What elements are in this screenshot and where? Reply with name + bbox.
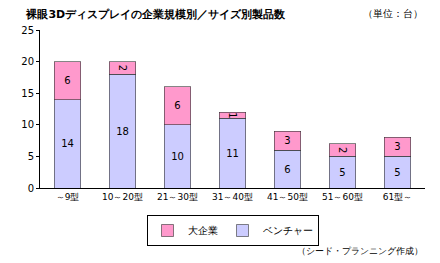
svg-text:6: 6 [64,75,70,86]
svg-text:18: 18 [116,126,129,137]
svg-text:61型～: 61型～ [383,192,412,202]
svg-text:41～50型: 41～50型 [267,192,308,202]
svg-text:5: 5 [28,151,34,162]
svg-text:21～30型: 21～30型 [157,192,198,202]
svg-text:14: 14 [61,138,74,149]
svg-text:6: 6 [174,100,180,111]
svg-text:（シード・プランニング作成）: （シード・プランニング作成） [297,246,423,256]
svg-text:51～60型: 51～60型 [322,192,363,202]
svg-text:20: 20 [21,56,34,67]
svg-text:1: 1 [227,112,238,118]
svg-text:2: 2 [117,65,128,71]
svg-text:2: 2 [337,147,348,153]
svg-text:3: 3 [394,141,400,152]
svg-text:10～20型: 10～20型 [102,192,143,202]
svg-text:5: 5 [394,167,400,178]
svg-text:11: 11 [226,148,239,159]
svg-text:10: 10 [21,119,34,130]
svg-text:ベンチャー: ベンチャー [263,225,313,236]
svg-text:（単位：台）: （単位：台） [363,8,423,19]
svg-text:25: 25 [21,25,34,36]
svg-text:0: 0 [28,183,34,194]
svg-text:裸眼3Dディスプレイの企業規模別／サイズ別製品数: 裸眼3Dディスプレイの企業規模別／サイズ別製品数 [25,8,286,21]
svg-text:31～40型: 31～40型 [212,192,253,202]
svg-text:3: 3 [284,135,290,146]
svg-text:10: 10 [171,151,184,162]
svg-text:～9型: ～9型 [56,192,80,202]
svg-text:6: 6 [284,164,290,175]
svg-text:大企業: 大企業 [188,225,218,236]
svg-text:5: 5 [339,167,345,178]
svg-text:15: 15 [21,88,34,99]
